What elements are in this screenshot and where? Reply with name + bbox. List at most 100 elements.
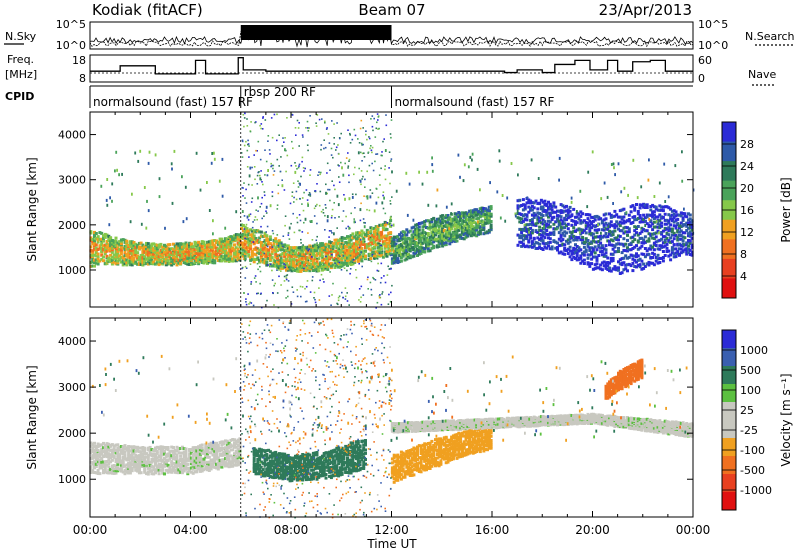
heatmap-cell (575, 254, 579, 258)
heatmap-cell (265, 260, 269, 264)
heatmap-cell (215, 462, 218, 466)
heatmap-cell (276, 260, 279, 264)
heatmap-cell (346, 235, 349, 239)
heatmap-cell (410, 246, 414, 250)
heatmap-cell (319, 473, 323, 477)
heatmap-cell (439, 235, 443, 239)
heatmap-cell (234, 235, 238, 239)
heatmap-cell (89, 255, 93, 259)
heatmap-cell (172, 251, 175, 254)
heatmap-cell (114, 458, 118, 461)
heatmap-cell (613, 226, 617, 229)
heatmap-cell (426, 238, 430, 242)
heatmap-cell (410, 248, 414, 251)
heatmap-cell (225, 445, 229, 449)
heatmap-cell (663, 244, 667, 248)
heatmap-cell (137, 245, 141, 249)
heatmap-cell (243, 242, 247, 246)
heatmap-cell (559, 215, 563, 219)
heatmap-cell (191, 455, 195, 459)
heatmap-cell (344, 466, 348, 470)
heatmap-cell (216, 456, 220, 460)
heatmap-cell (355, 450, 358, 454)
heatmap-cell (579, 221, 583, 225)
heatmap-cell (112, 242, 116, 246)
heatmap-cell (647, 263, 651, 267)
heatmap-cell (218, 441, 222, 445)
heatmap-cell (166, 470, 170, 474)
heatmap-cell (527, 198, 531, 202)
heatmap-cell (317, 257, 321, 261)
heatmap-cell (633, 208, 637, 212)
heatmap-cell (175, 247, 179, 251)
heatmap-cell (170, 470, 174, 474)
heatmap-cell (295, 454, 299, 457)
heatmap-cell (444, 230, 448, 234)
heatmap-cell (191, 471, 195, 475)
heatmap-cell (636, 210, 640, 213)
heatmap-cell (516, 233, 520, 237)
heatmap-cell (441, 239, 445, 243)
heatmap-cell (188, 256, 192, 260)
heatmap-cell (311, 252, 315, 256)
heatmap-cell (93, 230, 96, 234)
heatmap-cell (613, 250, 617, 254)
heatmap-cell (687, 221, 690, 225)
heatmap-cell (355, 469, 358, 473)
heatmap-cell (132, 459, 136, 463)
heatmap-cell (222, 244, 226, 248)
heatmap-cell (459, 219, 463, 222)
heatmap-cell (172, 449, 175, 453)
heatmap-cell (582, 250, 586, 254)
heatmap-cell (213, 245, 217, 249)
heatmap-cell (96, 453, 100, 457)
heatmap-cell (103, 443, 107, 447)
heatmap-cell (624, 254, 628, 258)
heatmap-cell (403, 237, 407, 241)
heatmap-cell (678, 237, 681, 241)
heatmap-cell (441, 233, 445, 236)
heatmap-cell (161, 447, 165, 451)
heatmap-cell (351, 244, 355, 248)
heatmap-cell (521, 238, 525, 242)
heatmap-cell (669, 227, 673, 231)
heatmap-cell (166, 452, 170, 456)
heatmap-cell (317, 459, 321, 463)
heatmap-cell (480, 214, 484, 218)
heatmap-cell (434, 233, 437, 237)
heatmap-cell (441, 228, 445, 232)
heatmap-cell (197, 455, 201, 459)
heatmap-cell (238, 447, 242, 451)
heatmap-cell (403, 248, 407, 252)
heatmap-cell (93, 235, 96, 239)
heatmap-cell (89, 460, 93, 464)
heatmap-cell (624, 267, 628, 271)
heatmap-cell (121, 255, 125, 259)
heatmap-cell (229, 438, 233, 442)
heatmap-cell (261, 252, 265, 256)
heatmap-cell (272, 466, 276, 469)
heatmap-cell (419, 249, 423, 253)
heatmap-cell (337, 240, 341, 244)
heatmap-cell (635, 203, 638, 206)
nsearch-line (89, 29, 694, 48)
heatmap-cell (480, 206, 484, 210)
heatmap-cell (105, 452, 109, 455)
heatmap-cell (329, 474, 333, 478)
heatmap-cell (105, 460, 109, 463)
heatmap-cell (143, 455, 147, 459)
heatmap-cell (385, 241, 389, 245)
heatmap-cell (574, 235, 577, 239)
heatmap-cell (353, 250, 357, 254)
heatmap-cell (615, 242, 619, 246)
heatmap-cell (417, 232, 421, 236)
heatmap-cell (356, 448, 360, 452)
heatmap-cell (322, 453, 326, 457)
heatmap-cell (277, 456, 281, 460)
heatmap-cell (602, 234, 606, 238)
heatmap-cell (132, 253, 136, 257)
heatmap-cell (136, 245, 140, 249)
heatmap-cell (688, 226, 692, 230)
heatmap-cell (446, 218, 450, 222)
heatmap-cell (267, 248, 271, 252)
